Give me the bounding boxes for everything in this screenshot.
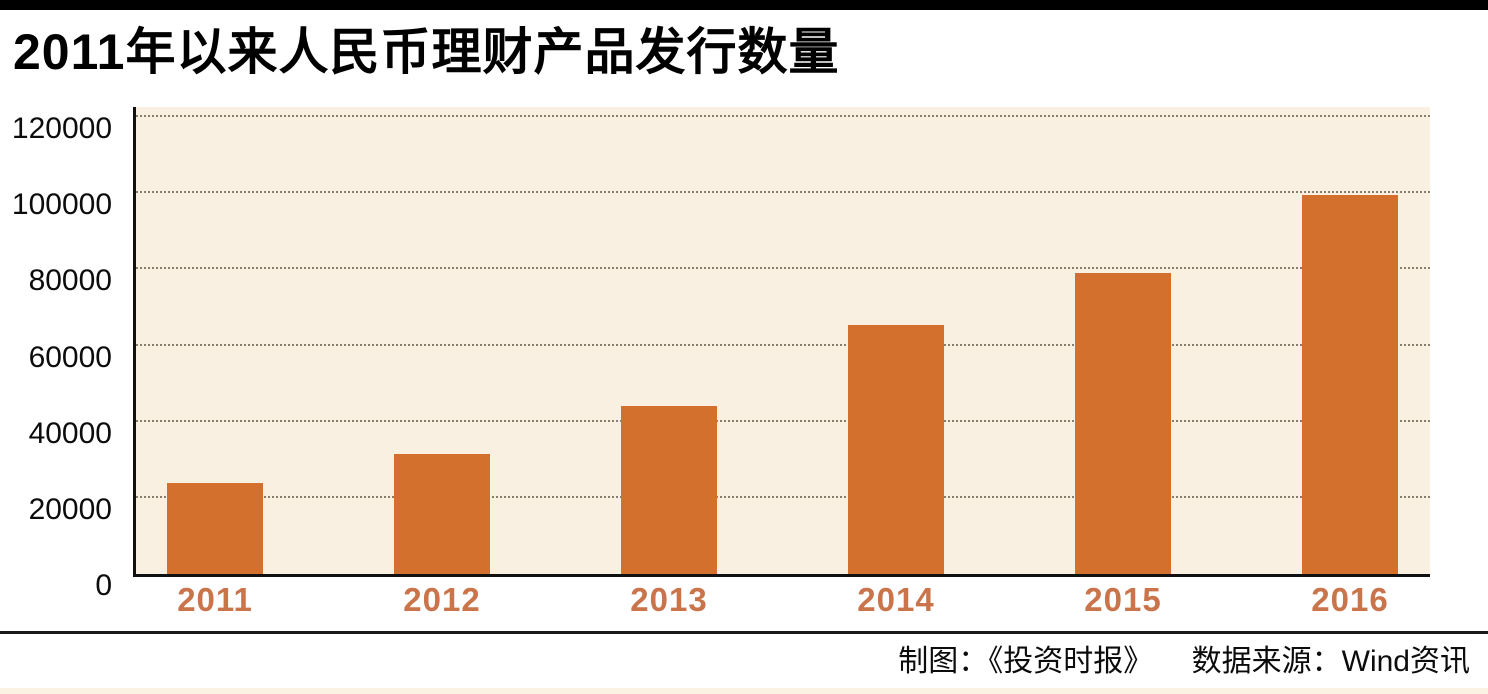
bar-2016 (1302, 195, 1398, 574)
y-axis-tick-label: 0 (95, 569, 112, 602)
x-axis-label-2015: 2015 (1084, 581, 1162, 618)
y-axis-tick-label: 100000 (11, 188, 112, 222)
footer-divider (0, 631, 1488, 634)
bar-2014 (848, 324, 944, 574)
gridline-20000 (136, 495, 1430, 498)
x-axis-label-2013: 2013 (630, 581, 708, 618)
gridline-60000 (136, 343, 1430, 346)
footer-source: 数据来源：Wind资讯 (1191, 645, 1470, 678)
gridline-40000 (136, 419, 1430, 422)
y-axis: 120000 100000 80000 60000 40000 20000 0 (0, 0, 112, 694)
page-title: 2011年以来人民币理财产品发行数量 (13, 24, 840, 80)
x-axis-label-2016: 2016 (1311, 581, 1389, 618)
y-axis-tick-label: 20000 (28, 492, 112, 526)
bar-2011 (167, 482, 263, 574)
plot-area (133, 107, 1430, 577)
bar-2015 (1075, 273, 1171, 574)
gridline-80000 (136, 267, 1430, 270)
gridline-100000 (136, 191, 1430, 194)
bar-2013 (621, 406, 717, 574)
y-axis-tick-label: 60000 (28, 340, 112, 374)
footer-credit: 制图：《投资时报》 (898, 645, 1154, 678)
x-axis-label-2012: 2012 (403, 581, 481, 618)
bottom-cream-strip (0, 688, 1488, 694)
bar-2012 (394, 454, 490, 574)
y-axis-tick-label: 80000 (28, 264, 112, 298)
y-axis-tick-label: 40000 (28, 416, 112, 450)
footer: 制图：《投资时报》 数据来源：Wind资讯 (898, 642, 1470, 682)
y-axis-tick-label: 120000 (11, 112, 112, 145)
x-axis-label-2011: 2011 (177, 581, 253, 618)
gridline-120000 (136, 115, 1430, 117)
top-black-bar (0, 0, 1488, 10)
x-axis-label-2014: 2014 (857, 581, 935, 618)
